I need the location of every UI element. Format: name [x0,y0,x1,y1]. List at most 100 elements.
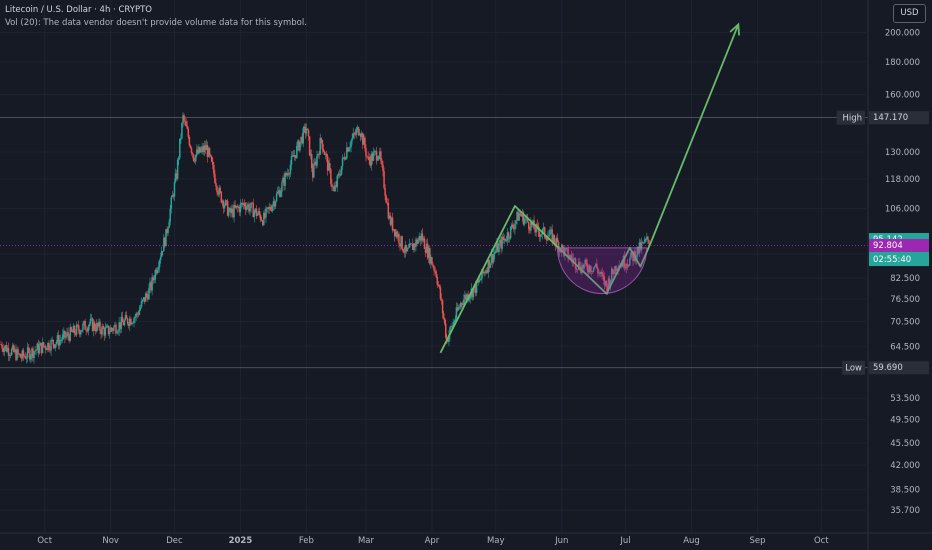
candle-body [476,280,479,283]
candle-body [129,318,131,326]
candle-body [565,248,567,250]
candle-body [267,207,269,209]
candle-body [13,345,15,352]
candle-body [266,207,268,209]
prev-close-badge-text: 92.804 [873,241,903,251]
candle-body [353,132,356,134]
candle-body [519,213,521,215]
candle-body [39,343,42,346]
candle-body [642,242,645,244]
candle-body [352,132,354,138]
cup-pattern[interactable] [556,247,648,295]
candle-body [364,137,366,149]
candle-body [512,224,514,228]
candle-body [66,332,68,336]
candle-body [109,327,112,333]
x-tick-label: 2025 [229,536,253,546]
prev-close-badge-bg [869,238,929,252]
candle-body [641,242,644,244]
candle-body [1,344,3,349]
candle-body [80,331,82,335]
candle-body [334,185,336,192]
currency-button[interactable]: USD [893,4,926,23]
candle-body [50,339,52,351]
candle-body [19,353,21,358]
candle-body [134,316,136,319]
candle-body [116,332,118,334]
candle-body [27,347,30,350]
candle-body [229,208,231,211]
candle-body [3,347,6,352]
arrow-head[interactable] [729,22,740,36]
high-label-tag-bg [836,110,865,125]
candle-body [163,237,165,252]
candle-body [584,259,586,265]
candle-body [191,152,194,155]
y-tick-label: 35.700 [890,506,920,516]
candle-body [208,148,211,155]
candle-body [439,287,442,299]
candle-body [281,182,283,192]
candle-body [318,153,320,155]
candle-body [59,339,62,341]
x-tick-label: May [487,536,505,546]
candle-body [271,205,274,211]
candle-body [349,146,351,149]
candle-body [135,313,137,317]
candle-body [322,149,325,152]
candle-body [70,327,73,331]
candle-body [564,248,566,256]
candle-body [207,148,210,157]
candle-body [562,244,564,248]
price-badges: 147.170High59.690Low95.142+44.00%02:55:4… [836,110,929,375]
candle-body [85,329,87,331]
drawings[interactable] [439,22,740,354]
candle-body [34,350,36,352]
candle-body [506,232,509,241]
candle-body [360,133,363,137]
candle-body [290,155,293,165]
candle-body [356,127,359,130]
candle-body [107,325,110,335]
candle-body [496,243,498,251]
candle-body [490,254,493,264]
candle-body [608,278,611,287]
candle-body [99,321,101,331]
candle-body [293,155,296,157]
candle-body [421,233,424,241]
candle-body [30,356,32,360]
candle-body [29,349,31,360]
candle-body [535,224,537,233]
candle-body [57,335,60,346]
candle-body [113,326,115,331]
price-axis[interactable]: 200.000 180.000 160.000 130.000 118.000 106.0… [867,0,932,550]
candle-body [7,347,10,356]
candle-body [536,224,539,226]
candle-body [310,154,313,168]
candle-body [159,256,162,261]
candle-body [265,208,267,218]
candle-body [335,185,337,187]
candle-body [147,294,149,300]
y-tick-label: 200.000 [885,29,920,39]
candle-body [573,258,576,260]
candle-body [487,259,490,273]
candle-body [258,211,261,216]
candle-body [417,239,419,244]
candle-body [308,136,311,156]
candle-body [43,346,46,347]
candle-body [424,248,427,253]
candle-body [404,244,407,253]
candle-body [108,332,111,335]
candle-body [604,280,607,285]
candle-body [400,236,402,247]
trend-arrow-line[interactable] [439,24,740,354]
candle-body [523,219,526,225]
candle-body [199,147,201,153]
candle-body [498,243,500,253]
candle-body [481,269,483,279]
time-axis[interactable]: Oct Nov Dec 2025 Feb Mar Apr May Jun Jul Aug Sep Oct [0,532,932,546]
candle-body [180,138,182,139]
y-tick-label: 42.000 [890,461,920,471]
